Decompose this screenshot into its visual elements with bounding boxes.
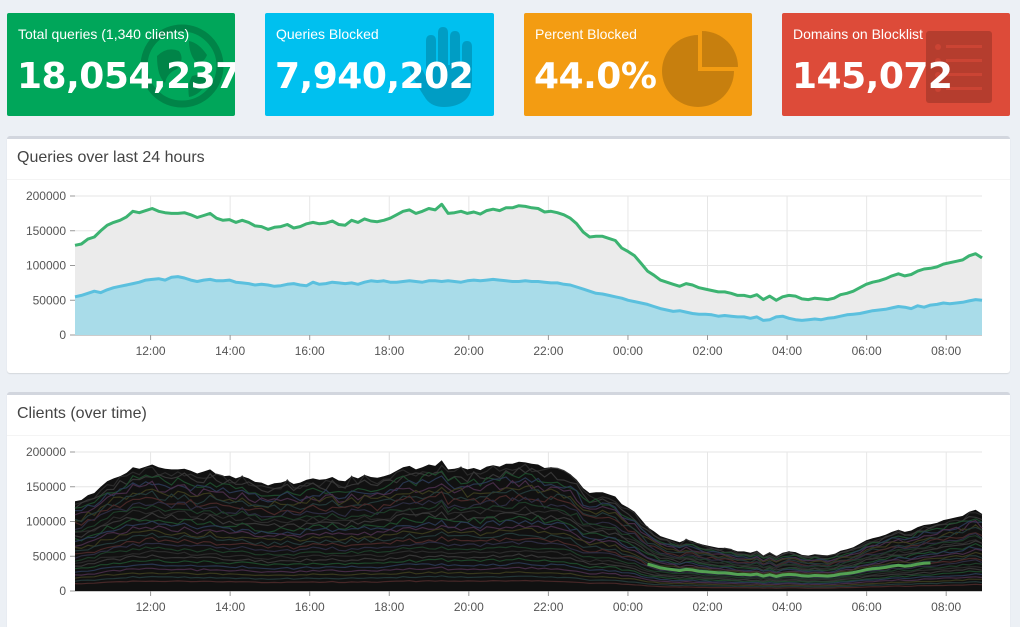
clients-series-line [74, 463, 983, 559]
clients-xtick-label: 04:00 [772, 600, 802, 614]
clients-xtick-label: 22:00 [533, 600, 563, 614]
queries-xtick-label: 22:00 [533, 344, 563, 358]
hand-icon [396, 21, 486, 111]
queries-xtick-label: 16:00 [295, 344, 325, 358]
clients-series-line [74, 553, 983, 583]
clients-ytick-label: 200000 [26, 445, 66, 459]
clients-ytick-label: 100000 [26, 515, 66, 529]
queries-ytick-label: 200000 [26, 189, 66, 203]
clients-series-line [74, 557, 983, 584]
queries-series-0-line[interactable] [74, 202, 983, 302]
stat-queries-blocked[interactable]: Queries Blocked 7,940,202 [265, 13, 494, 116]
clients-series-line [74, 571, 982, 587]
clients-panel-title: Clients (over time) [17, 405, 147, 422]
clients-xtick-label: 08:00 [931, 600, 961, 614]
queries-xtick-label: 20:00 [454, 344, 484, 358]
clients-series-line [74, 470, 983, 561]
stat-label: Total queries (1,340 clients) [18, 26, 190, 42]
clients-xtick-label: 02:00 [692, 600, 722, 614]
stat-value: 145,072 [792, 56, 953, 97]
queries-xtick-label: 08:00 [931, 344, 961, 358]
globe-icon [137, 21, 227, 111]
queries-xtick-label: 04:00 [772, 344, 802, 358]
queries-ytick-label: 150000 [26, 224, 66, 238]
clients-series-line [74, 540, 983, 579]
queries-ytick-label: 100000 [26, 259, 66, 273]
queries-panel-title: Queries over last 24 hours [17, 149, 205, 166]
stat-label: Queries Blocked [276, 26, 379, 42]
clients-panel-header: Clients (over time) [7, 395, 1010, 436]
stat-domains-blocklist[interactable]: Domains on Blocklist 145,072 [782, 13, 1010, 116]
clients-series-line [74, 524, 983, 574]
clients-series-line [74, 549, 983, 582]
queries-xtick-label: 00:00 [613, 344, 643, 358]
clients-series-line [74, 579, 983, 589]
clients-series-line [74, 545, 983, 581]
stat-value: 18,054,237 [17, 56, 235, 97]
queries-xtick-label: 14:00 [215, 344, 245, 358]
queries-ytick-label: 0 [59, 328, 66, 342]
queries-xtick-label: 18:00 [374, 344, 404, 358]
clients-series-line [74, 575, 983, 588]
list-icon [912, 21, 1002, 111]
clients-series-line [74, 488, 983, 566]
queries-series-1-area [75, 276, 982, 335]
clients-series-line [74, 504, 983, 570]
stat-label: Domains on Blocklist [793, 26, 923, 42]
stat-label: Percent Blocked [535, 26, 637, 42]
queries-panel-header: Queries over last 24 hours [7, 139, 1010, 180]
stat-percent-blocked[interactable]: Percent Blocked 44.0% [524, 13, 752, 116]
clients-xtick-label: 20:00 [454, 600, 484, 614]
queries-xtick-label: 06:00 [852, 344, 882, 358]
clients-series-line [74, 566, 983, 586]
clients-xtick-label: 06:00 [852, 600, 882, 614]
clients-xtick-label: 16:00 [295, 600, 325, 614]
clients-xtick-label: 14:00 [215, 600, 245, 614]
clients-series-line [74, 514, 983, 573]
clients-ytick-label: 150000 [26, 480, 66, 494]
clients-series-line [74, 479, 983, 563]
queries-series-1-line[interactable] [74, 275, 983, 322]
clients-xtick-label: 12:00 [136, 600, 166, 614]
clients-series-line [74, 562, 983, 585]
clients-ytick-label: 50000 [33, 549, 67, 563]
clients-series-highlight [647, 561, 931, 578]
clients-panel: Clients (over time) 200000 150000 100000 50… [7, 392, 1010, 627]
clients-chart-area[interactable]: 200000 150000 100000 50000 0 12:00 14:00 16:00 1… [7, 436, 1010, 627]
stat-value: 7,940,202 [275, 56, 474, 97]
queries-ytick-label: 50000 [33, 293, 67, 307]
queries-xtick-label: 02:00 [692, 344, 722, 358]
pie-chart-icon [654, 21, 744, 111]
clients-xtick-label: 18:00 [374, 600, 404, 614]
clients-chart[interactable]: 200000 150000 100000 50000 0 12:00 14:00 16:00 1… [7, 436, 1010, 627]
queries-chart-area[interactable]: 200000 150000 100000 50000 0 12:00 14:00 16:00 1… [7, 180, 1010, 372]
queries-panel: Queries over last 24 hours 200000 150000 1… [7, 136, 1010, 373]
stat-total-queries[interactable]: Total queries (1,340 clients) 18,054,237 [7, 13, 235, 116]
queries-chart[interactable]: 200000 150000 100000 50000 0 12:00 14:00 16:00 1… [7, 180, 1010, 372]
clients-series-line [74, 527, 983, 576]
clients-series-line [74, 500, 983, 570]
stat-value: 44.0% [534, 56, 657, 97]
clients-ytick-label: 0 [59, 584, 66, 598]
clients-xtick-label: 00:00 [613, 600, 643, 614]
queries-xtick-label: 12:00 [136, 344, 166, 358]
